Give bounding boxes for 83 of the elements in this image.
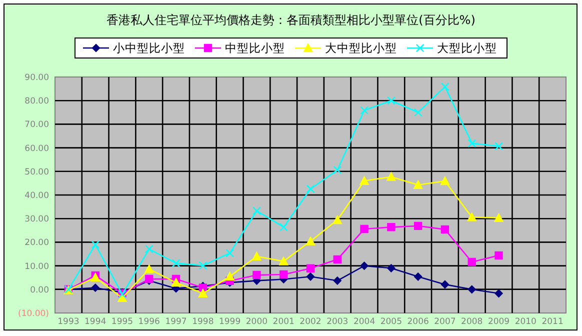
x-tick-label: 2001	[272, 317, 294, 327]
x-tick-label: 1999	[218, 317, 241, 327]
y-tick-label: 70.00	[24, 120, 49, 130]
point	[414, 108, 422, 117]
point	[306, 236, 316, 246]
point	[252, 252, 262, 260]
legend-label: 大中型比小型	[325, 41, 397, 55]
point	[440, 82, 450, 91]
point	[360, 262, 368, 270]
point	[386, 96, 396, 105]
point	[280, 270, 288, 279]
y-tick-label: 50.00	[24, 167, 49, 178]
point	[333, 166, 342, 174]
point	[494, 289, 503, 298]
point	[468, 139, 476, 148]
point	[333, 276, 342, 285]
point	[306, 184, 315, 194]
point	[387, 222, 396, 232]
x-tick-label: 2010	[514, 317, 536, 327]
point	[306, 272, 315, 281]
x-tick-label: 1996	[138, 317, 160, 327]
y-tick-label: 80.00	[24, 96, 49, 107]
point	[440, 280, 450, 289]
point	[494, 251, 503, 260]
point	[333, 255, 342, 264]
point	[414, 222, 422, 230]
point	[171, 278, 181, 287]
y-tick-label: 0.00	[30, 285, 49, 296]
x-tick-label: 1995	[111, 317, 134, 327]
point	[198, 261, 208, 270]
point	[91, 240, 100, 249]
x-tick-label: 2008	[461, 317, 483, 327]
y-tick-label: 10.00	[24, 262, 49, 272]
point	[226, 248, 234, 258]
x-tick-label: 1993	[58, 317, 80, 327]
y-tick-label: 20.00	[24, 238, 49, 248]
x-tick-label: 2007	[434, 317, 456, 327]
point	[306, 264, 315, 272]
y-tick-label: 40.00	[24, 191, 49, 201]
point	[440, 225, 450, 234]
y-tick-label: 60.00	[24, 144, 49, 154]
x-tick-label: 2009	[488, 317, 510, 327]
x-tick-label: 2004	[353, 317, 376, 327]
point	[144, 264, 154, 274]
point	[360, 176, 369, 185]
x-tick-label: 2000	[246, 317, 268, 327]
point	[494, 213, 504, 222]
x-tick-label: 2011	[542, 317, 564, 327]
chart-title: 香港私人住宅單位平均價格走勢：各面積類型相比小型單位(百分比%)	[106, 13, 476, 27]
point	[386, 172, 396, 181]
legend-label: 大型比小型	[437, 41, 497, 55]
y-tick-label: 30.00	[24, 214, 49, 225]
point	[414, 272, 422, 281]
x-tick-label: 1997	[165, 317, 187, 327]
x-tick-label: 2006	[407, 317, 429, 327]
point	[387, 264, 396, 272]
point	[360, 224, 368, 234]
point	[279, 256, 288, 266]
x-tick-label: 1994	[84, 317, 106, 327]
point	[144, 244, 154, 254]
point	[252, 270, 261, 280]
legend-label: 小中型比小型	[113, 41, 185, 55]
point	[279, 222, 288, 232]
point	[252, 206, 261, 216]
point	[440, 176, 450, 186]
point	[468, 258, 476, 266]
point	[468, 285, 476, 294]
x-tick-label: 2002	[300, 317, 322, 327]
y-tick-label: (10.00)	[18, 309, 49, 319]
x-tick-label: 2005	[380, 317, 402, 327]
point	[413, 180, 423, 189]
point	[494, 142, 503, 150]
point	[198, 288, 208, 298]
point	[91, 284, 100, 292]
point	[225, 272, 234, 281]
y-tick-label: 90.00	[24, 73, 49, 83]
point	[467, 212, 476, 222]
point	[360, 106, 368, 114]
point	[172, 259, 180, 268]
point	[332, 215, 342, 224]
legend-label: 中型比小型	[225, 41, 285, 55]
x-tick-label: 1998	[192, 317, 214, 327]
x-tick-label: 2003	[326, 317, 348, 327]
